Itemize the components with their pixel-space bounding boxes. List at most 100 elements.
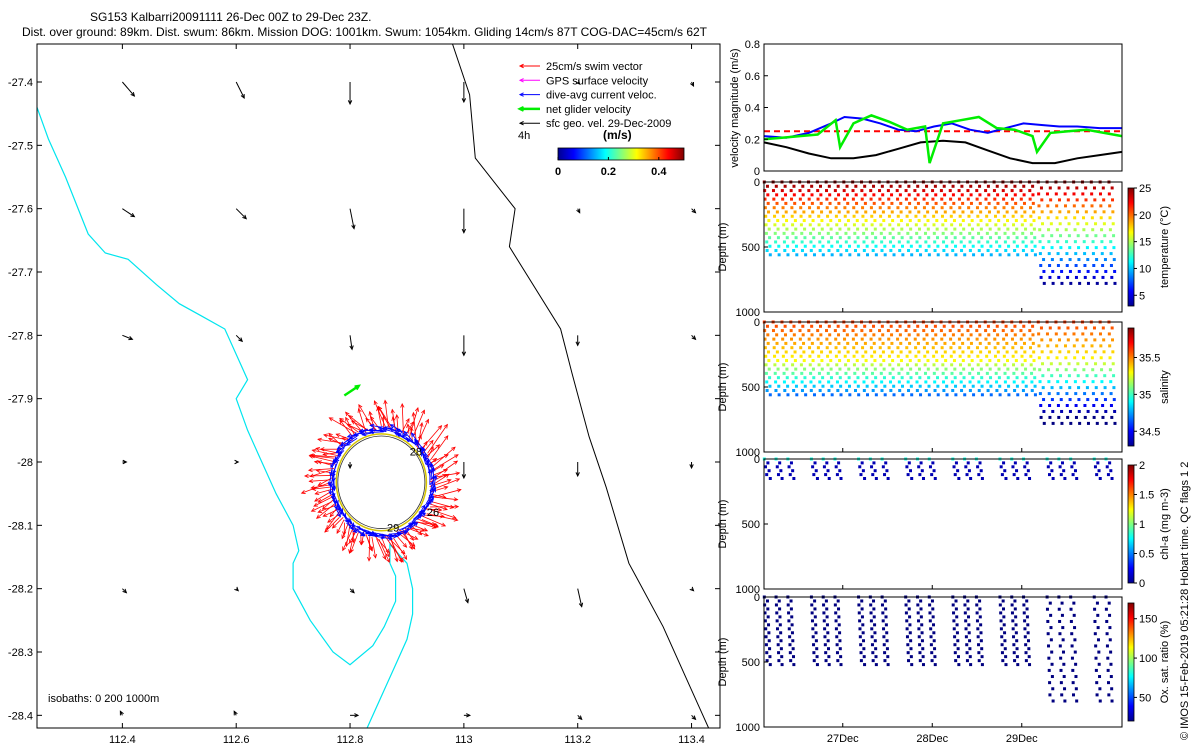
profile-sample — [1024, 227, 1028, 231]
profile-sample — [887, 337, 891, 341]
profile-sample — [1050, 258, 1054, 262]
profile-sample — [984, 206, 988, 210]
profile-sample — [929, 635, 933, 639]
profile-sample — [917, 627, 921, 631]
profile-sample — [1055, 204, 1059, 208]
profile-sample — [790, 346, 794, 350]
profile-sample — [1094, 234, 1098, 238]
profile-sample — [936, 384, 940, 388]
profile-y-label: Depth (m) — [717, 638, 729, 687]
profile-sample — [1012, 231, 1016, 235]
profile-sample — [824, 473, 828, 477]
profile-sample — [1108, 626, 1112, 630]
swim-vector — [371, 536, 378, 559]
profile-sample — [986, 380, 990, 384]
profile-sample — [847, 367, 851, 371]
profile-sample — [908, 210, 912, 214]
profile-sample — [1086, 281, 1090, 285]
profile-sample — [978, 324, 982, 328]
profile-sample — [1065, 240, 1069, 244]
profile-sample — [914, 206, 918, 210]
profile-sample — [777, 599, 781, 603]
profile-sample — [921, 647, 925, 651]
profile-sample — [838, 376, 842, 380]
profile-sample — [1027, 655, 1031, 659]
profile-sample — [909, 236, 913, 240]
profile-sample — [835, 380, 839, 384]
profile-sample — [783, 249, 787, 253]
profile-sample — [1081, 344, 1085, 348]
profile-sample — [1056, 240, 1060, 244]
profile-sample — [763, 206, 767, 210]
track-day-label: 26 — [427, 507, 439, 519]
profile-sample — [1022, 193, 1026, 197]
profile-sample — [768, 663, 772, 667]
velocity-y-tick: 0.6 — [745, 71, 760, 83]
profile-sample — [864, 367, 868, 371]
profile-sample — [814, 469, 818, 473]
profile-sample — [940, 206, 944, 210]
profile-sample — [1109, 469, 1113, 473]
profile-sample — [845, 193, 849, 197]
profile-sample — [1067, 210, 1071, 214]
profile-sample — [1076, 374, 1080, 378]
profile-sample — [1011, 627, 1015, 631]
profile-sample — [977, 371, 981, 375]
profile-sample — [1050, 234, 1054, 238]
dac-vector — [429, 480, 434, 494]
profile-sample — [1002, 623, 1006, 627]
profile-sample — [1010, 337, 1014, 341]
profile-sample — [1070, 644, 1074, 648]
profile-sample — [838, 367, 842, 371]
profile-sample — [766, 341, 770, 345]
profile-sample — [971, 367, 975, 371]
swim-vector — [346, 423, 361, 431]
dac-vector — [356, 525, 371, 535]
profile-y-tick: 1000 — [736, 584, 760, 596]
profile-sample — [944, 236, 948, 240]
profile-sample — [1028, 477, 1032, 480]
profile-sample — [771, 329, 775, 333]
profile-sample — [1058, 222, 1062, 226]
profile-sample — [1061, 638, 1065, 642]
profile-sample — [838, 236, 842, 240]
profile-sample — [996, 341, 1000, 345]
profile-sample — [791, 231, 795, 235]
profile-sample — [863, 201, 867, 205]
profile-sample — [996, 201, 1000, 205]
profile-sample — [1058, 210, 1062, 214]
profile-sample — [1014, 350, 1018, 354]
profile-sample — [833, 603, 837, 607]
profile-sample — [985, 371, 989, 375]
profile-sample — [1029, 223, 1033, 227]
profile-sample — [853, 249, 857, 253]
profile-sample — [814, 623, 818, 627]
profile-sample — [835, 635, 839, 639]
profile-sample — [997, 359, 1001, 363]
profile-sample — [1109, 380, 1113, 384]
profile-sample — [1025, 393, 1029, 397]
profile-sample — [763, 346, 767, 350]
profile-sample — [1103, 398, 1107, 402]
profile-sample — [837, 461, 841, 465]
map-x-tick-label: 112.4 — [109, 734, 136, 746]
profile-sample — [815, 477, 819, 480]
profile-sample — [837, 341, 841, 345]
profile-sample — [925, 193, 929, 197]
profile-sample — [1015, 244, 1019, 248]
profile-sample — [1110, 687, 1114, 691]
profile-sample — [764, 354, 768, 358]
profile-sample — [1094, 362, 1098, 366]
profile-sample — [779, 469, 783, 473]
profile-sample — [1072, 204, 1076, 208]
profile-sample — [834, 214, 838, 218]
profile-sample — [787, 465, 791, 469]
profile-sample — [1013, 599, 1017, 603]
profile-sample — [1094, 668, 1098, 672]
profile-sample — [862, 240, 866, 244]
profile-sample — [1100, 228, 1104, 232]
profile-sample — [1070, 656, 1074, 660]
profile-sample — [918, 473, 922, 477]
profile-sample — [856, 384, 860, 388]
